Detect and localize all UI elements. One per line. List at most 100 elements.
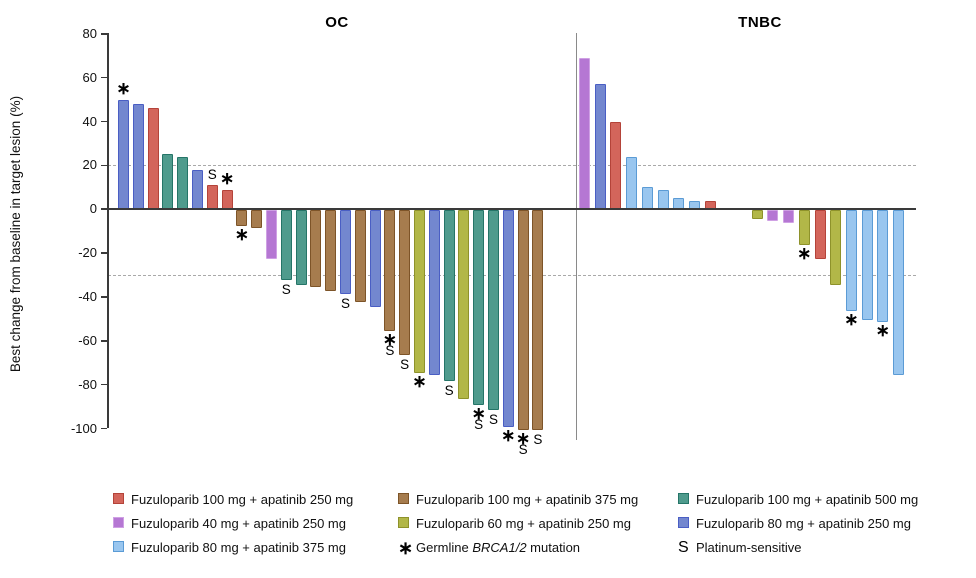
brca-mutation-marker: ∗ <box>234 224 250 244</box>
bar <box>132 104 144 210</box>
y-axis-tick-label: -40 <box>78 289 97 304</box>
bar <box>310 210 322 288</box>
bar <box>384 210 396 331</box>
legend-label: Fuzuloparib 100 mg + apatinib 375 mg <box>416 492 639 507</box>
brca-mutation-marker: ∗ <box>219 168 235 188</box>
y-axis-tick <box>101 252 107 254</box>
bar <box>177 156 189 210</box>
platinum-sensitive-marker: S <box>533 431 543 447</box>
bar <box>502 210 514 428</box>
bar <box>751 210 763 220</box>
y-axis-tick-label: 20 <box>82 157 97 173</box>
bar <box>579 58 590 210</box>
legend-label: Fuzuloparib 100 mg + apatinib 500 mg <box>696 492 919 507</box>
brca-mutation-marker: ∗ <box>875 321 890 341</box>
legend-color-swatch <box>398 517 409 528</box>
legend-color-swatch <box>398 493 409 504</box>
bar <box>626 156 638 210</box>
bar <box>641 187 653 210</box>
y-axis-line <box>107 33 109 428</box>
bar <box>443 210 455 382</box>
legend-color-swatch <box>113 517 124 528</box>
bar <box>399 210 411 355</box>
platinum-sensitive-marker: S <box>385 342 395 358</box>
bar <box>266 210 277 259</box>
y-axis-tick <box>101 296 107 298</box>
panel-title-tnbc: TNBC <box>738 14 782 31</box>
bar <box>767 210 779 222</box>
bar <box>354 210 366 303</box>
bar <box>414 210 425 373</box>
bar <box>325 210 337 292</box>
legend-color-swatch <box>678 493 689 504</box>
legend-label: Germline BRCA1/2 mutation <box>416 540 580 555</box>
legend-color-swatch <box>113 541 124 552</box>
bar <box>798 210 810 246</box>
bar <box>610 121 622 210</box>
y-axis-tick-label: -60 <box>78 332 97 348</box>
bar <box>340 210 351 294</box>
legend-color-swatch <box>678 517 689 528</box>
bar <box>162 154 174 210</box>
legend-label-part: Germline <box>416 540 473 555</box>
bar <box>280 210 292 281</box>
reference-line <box>108 165 916 167</box>
y-axis-tick <box>101 120 107 123</box>
bar <box>532 210 544 430</box>
bar <box>458 210 470 399</box>
legend-label: Fuzuloparib 40 mg + apatinib 250 mg <box>131 516 346 531</box>
platinum-sensitive-marker: S <box>444 383 454 399</box>
legend-label-part: BRCA1/2 <box>472 540 527 555</box>
bar <box>369 210 381 307</box>
bar <box>488 210 499 410</box>
bar <box>473 210 485 406</box>
y-axis-tick <box>101 164 107 167</box>
bar <box>517 210 529 430</box>
brca-mutation-marker: ∗ <box>471 404 486 424</box>
y-axis-tick <box>101 340 107 342</box>
brca-mutation-marker: ∗ <box>844 310 859 330</box>
bar <box>428 210 440 375</box>
platinum-sensitive-marker: S <box>474 417 484 433</box>
bar <box>221 189 233 210</box>
brca-mutation-marker: ∗ <box>412 371 427 391</box>
platinum-sensitive-marker: S <box>281 282 291 298</box>
brca-mutation-marker: ∗ <box>797 244 812 264</box>
bar <box>783 210 795 224</box>
brca-mutation-marker: ∗ <box>501 426 516 446</box>
bar <box>861 210 873 320</box>
bar <box>206 185 218 210</box>
bar <box>295 210 307 285</box>
y-axis-tick-label: -20 <box>78 245 97 261</box>
y-axis-tick-label: 60 <box>82 69 97 85</box>
platinum-sensitive-marker: S <box>518 441 528 457</box>
bar <box>118 99 129 210</box>
y-axis-label: Best change from baseline in target lesi… <box>8 95 23 373</box>
y-axis-tick <box>101 427 107 430</box>
brca-mutation-symbol: ∗ <box>398 538 414 558</box>
panel-divider <box>576 33 578 440</box>
y-axis-tick-label: 0 <box>89 201 97 217</box>
panel-title-oc: OC <box>325 14 349 31</box>
legend-label: Fuzuloparib 60 mg + apatinib 250 mg <box>416 516 631 531</box>
platinum-sensitive-marker: S <box>488 411 498 427</box>
legend-label: Fuzuloparib 80 mg + apatinib 375 mg <box>131 540 346 555</box>
legend-label: Platinum-sensitive <box>696 540 802 555</box>
platinum-sensitive-marker: S <box>207 167 217 183</box>
bar <box>594 84 606 210</box>
y-axis-tick <box>101 33 107 35</box>
brca-mutation-marker: ∗ <box>515 428 531 448</box>
bar <box>147 108 159 210</box>
legend-label: Fuzuloparib 80 mg + apatinib 250 mg <box>696 516 911 531</box>
y-axis-tick-label: -80 <box>78 376 97 392</box>
platinum-sensitive-symbol: S <box>678 539 689 556</box>
bar <box>893 210 904 375</box>
y-axis-tick-label: 80 <box>82 25 97 41</box>
bar <box>657 189 669 210</box>
y-axis-tick-label: -100 <box>70 420 97 436</box>
bar <box>236 210 248 226</box>
legend-label-part: mutation <box>526 540 581 555</box>
y-axis-tick <box>101 77 107 79</box>
y-axis-tick-label: 40 <box>82 113 97 129</box>
